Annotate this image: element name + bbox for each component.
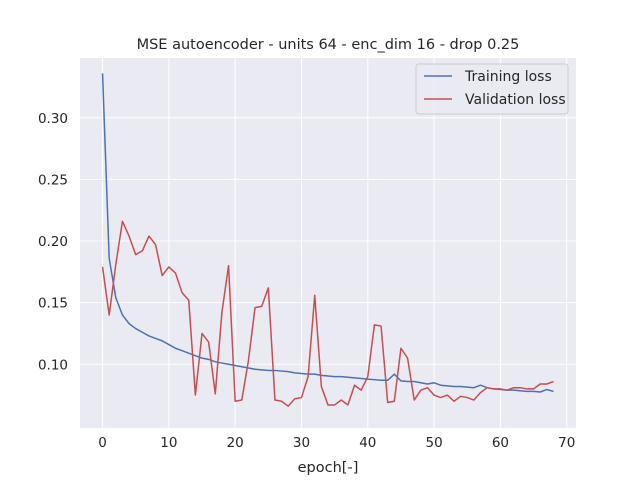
x-tick-label: 0 xyxy=(98,435,107,451)
chart-title: MSE autoencoder - units 64 - enc_dim 16 … xyxy=(137,37,520,53)
legend-box xyxy=(415,63,569,115)
y-tick-label: 0.30 xyxy=(38,111,68,127)
legend: Training loss Validation loss xyxy=(415,63,569,115)
x-tick-label: 10 xyxy=(160,435,177,451)
x-tick-label: 70 xyxy=(558,435,575,451)
y-tick-label: 0.10 xyxy=(38,357,68,373)
x-tick-label: 40 xyxy=(359,435,376,451)
y-tick-label: 0.15 xyxy=(38,296,68,312)
grid-lines xyxy=(80,58,576,428)
x-tick-label: 50 xyxy=(426,435,443,451)
tick-labels: 0 10 20 30 40 50 60 70 0.10 0.15 0.20 0.25 0.30 xyxy=(38,111,575,451)
validation-loss-line xyxy=(101,220,554,407)
x-tick-label: 60 xyxy=(492,435,509,451)
x-tick-label: 30 xyxy=(293,435,310,451)
y-tick-label: 0.25 xyxy=(38,172,68,188)
training-loss-line xyxy=(101,73,554,393)
y-tick-label: 0.20 xyxy=(38,234,68,250)
x-tick-label: 20 xyxy=(227,435,244,451)
plot-area xyxy=(80,58,576,428)
series-lines xyxy=(101,73,554,407)
x-axis-label: epoch[-] xyxy=(298,460,359,476)
legend-label-validation-loss: Validation loss xyxy=(465,92,566,108)
legend-label-training-loss: Training loss xyxy=(464,69,552,85)
